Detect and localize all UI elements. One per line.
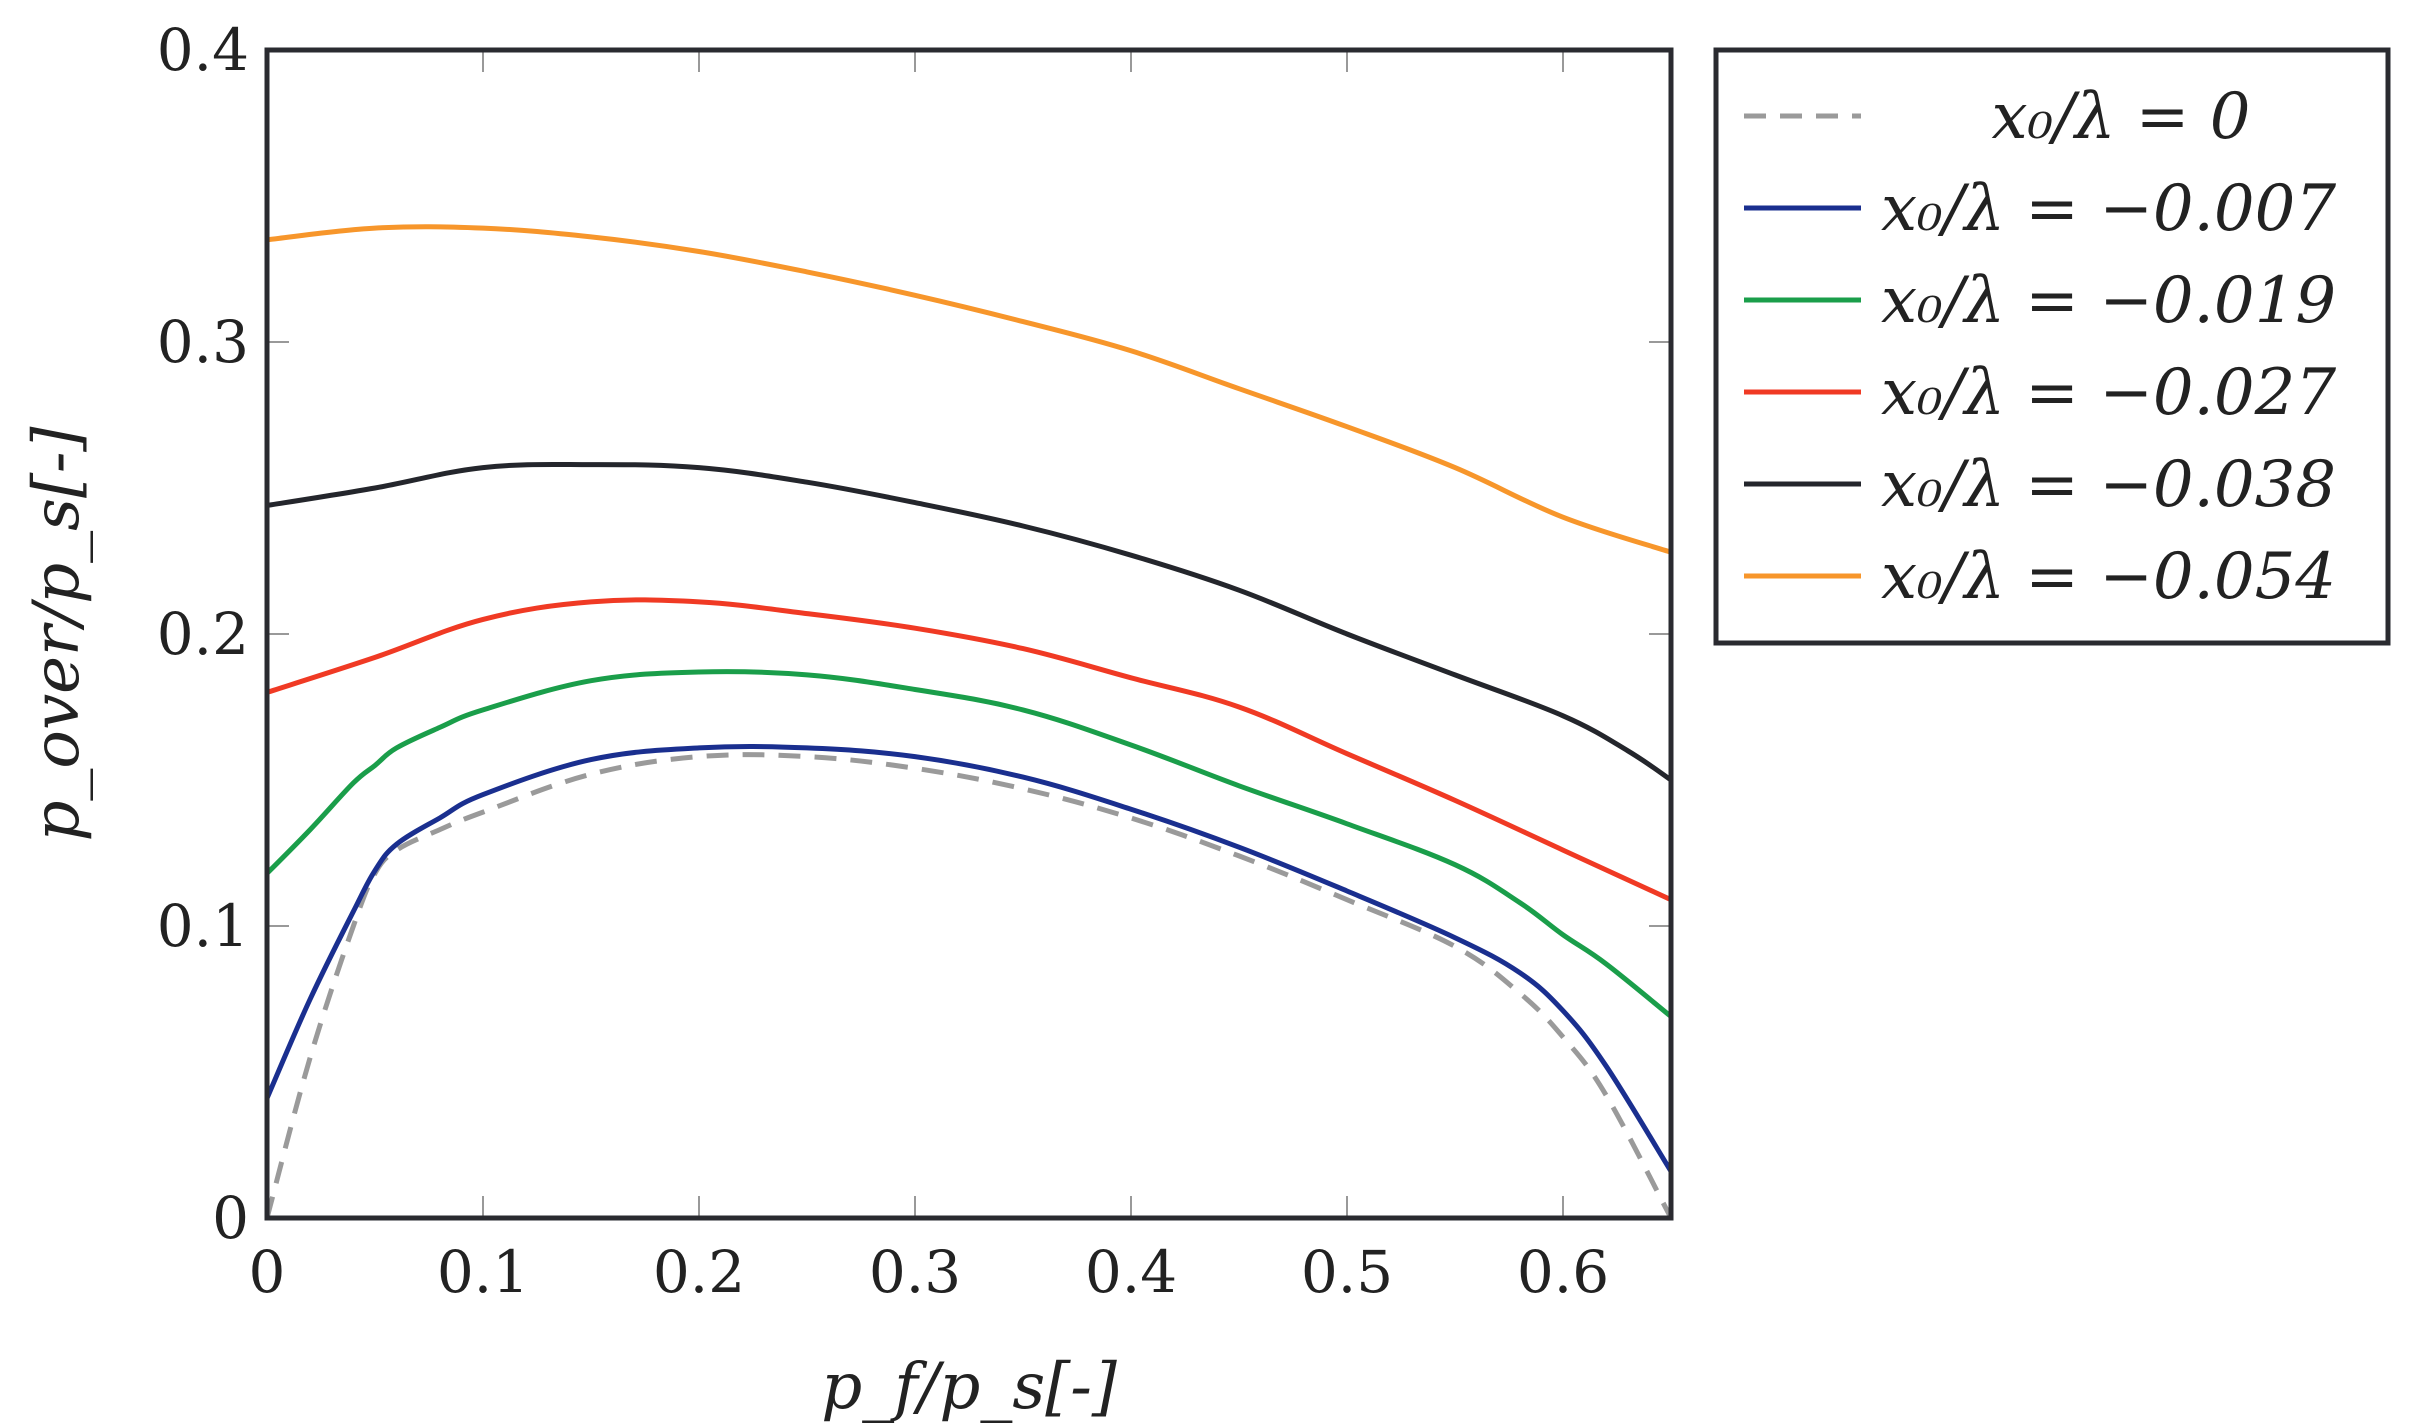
y-tick-labels: 0 0.1 0.2 0.3 0.4 [157, 16, 249, 1252]
series-line-2 [267, 669, 1671, 1019]
legend-frame [1713, 47, 2391, 646]
legend-label-3: x₀/λ = −0.027 [1881, 356, 2336, 430]
y-axis-label: p_over/p_s[-] [20, 425, 94, 841]
x-tick-label: 0.1 [437, 1238, 529, 1306]
x-axis-label: p_f/p_s[-] [821, 1350, 1118, 1424]
series-layer [267, 224, 1671, 1218]
x-tick-label: 0.5 [1301, 1238, 1393, 1306]
legend: x₀/λ = 0 x₀/λ = −0.007 x₀/λ = −0.019 x₀/λ =… [1713, 47, 2391, 646]
series-line-0 [267, 752, 1671, 1218]
y-tick-label: 0.3 [157, 308, 249, 376]
legend-label-5: x₀/λ = −0.054 [1881, 540, 2336, 614]
y-tick-label: 0.2 [157, 600, 249, 668]
series-line-3 [267, 597, 1671, 903]
x-tick-label: 0.6 [1517, 1238, 1609, 1306]
x-tick-label: 0.4 [1085, 1238, 1177, 1306]
series-line-1 [267, 744, 1671, 1174]
plot-frame [264, 47, 1674, 1221]
legend-label-4: x₀/λ = −0.038 [1881, 448, 2336, 522]
legend-label-1: x₀/λ = −0.007 [1881, 172, 2336, 246]
legend-label-2: x₀/λ = −0.019 [1881, 264, 2336, 338]
y-tick-label: 0.1 [157, 892, 249, 960]
axis-ticks [266, 49, 1671, 1219]
x-tick-label: 0 [249, 1238, 286, 1306]
x-tick-label: 0.2 [653, 1238, 745, 1306]
y-tick-label: 0 [212, 1184, 249, 1252]
y-tick-label: 0.4 [157, 16, 249, 84]
x-tick-labels: 0 0.1 0.2 0.3 0.4 0.5 0.6 [249, 1238, 1610, 1306]
legend-label-0: x₀/λ = 0 [1992, 80, 2251, 154]
series-line-5 [267, 224, 1671, 555]
x-tick-label: 0.3 [869, 1238, 961, 1306]
series-line-4 [267, 461, 1671, 783]
